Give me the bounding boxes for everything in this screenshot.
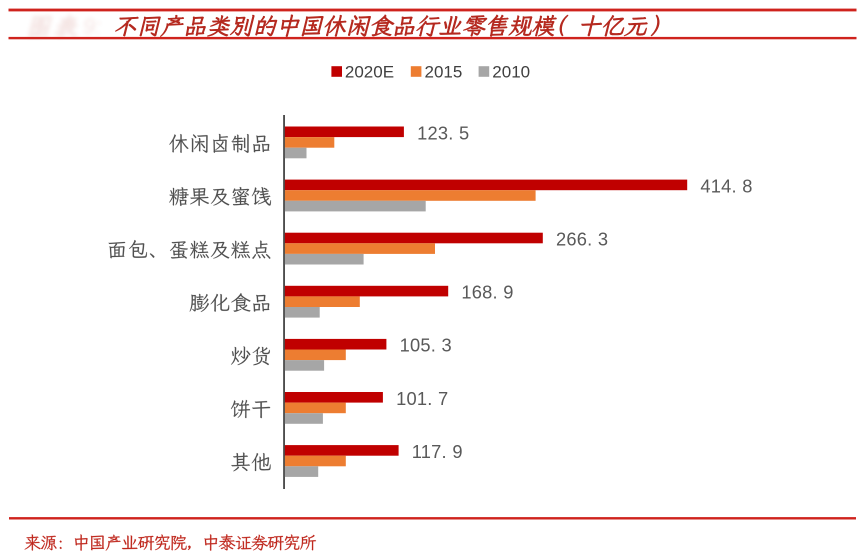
svg-text:2020E: 2020E	[345, 63, 394, 82]
svg-text:101.7: 101. 7	[396, 388, 448, 409]
svg-text:9:: 9:	[83, 14, 101, 39]
svg-text:414.8: 414. 8	[700, 175, 752, 196]
svg-text:2010: 2010	[492, 63, 530, 82]
svg-text:266.3: 266. 3	[556, 229, 608, 250]
svg-text:105.3: 105. 3	[400, 335, 452, 356]
svg-text:168.9: 168. 9	[461, 282, 513, 303]
svg-text:2015: 2015	[425, 63, 463, 82]
svg-text:117.9: 117. 9	[412, 441, 463, 462]
svg-text:123.5: 123. 5	[417, 122, 469, 143]
